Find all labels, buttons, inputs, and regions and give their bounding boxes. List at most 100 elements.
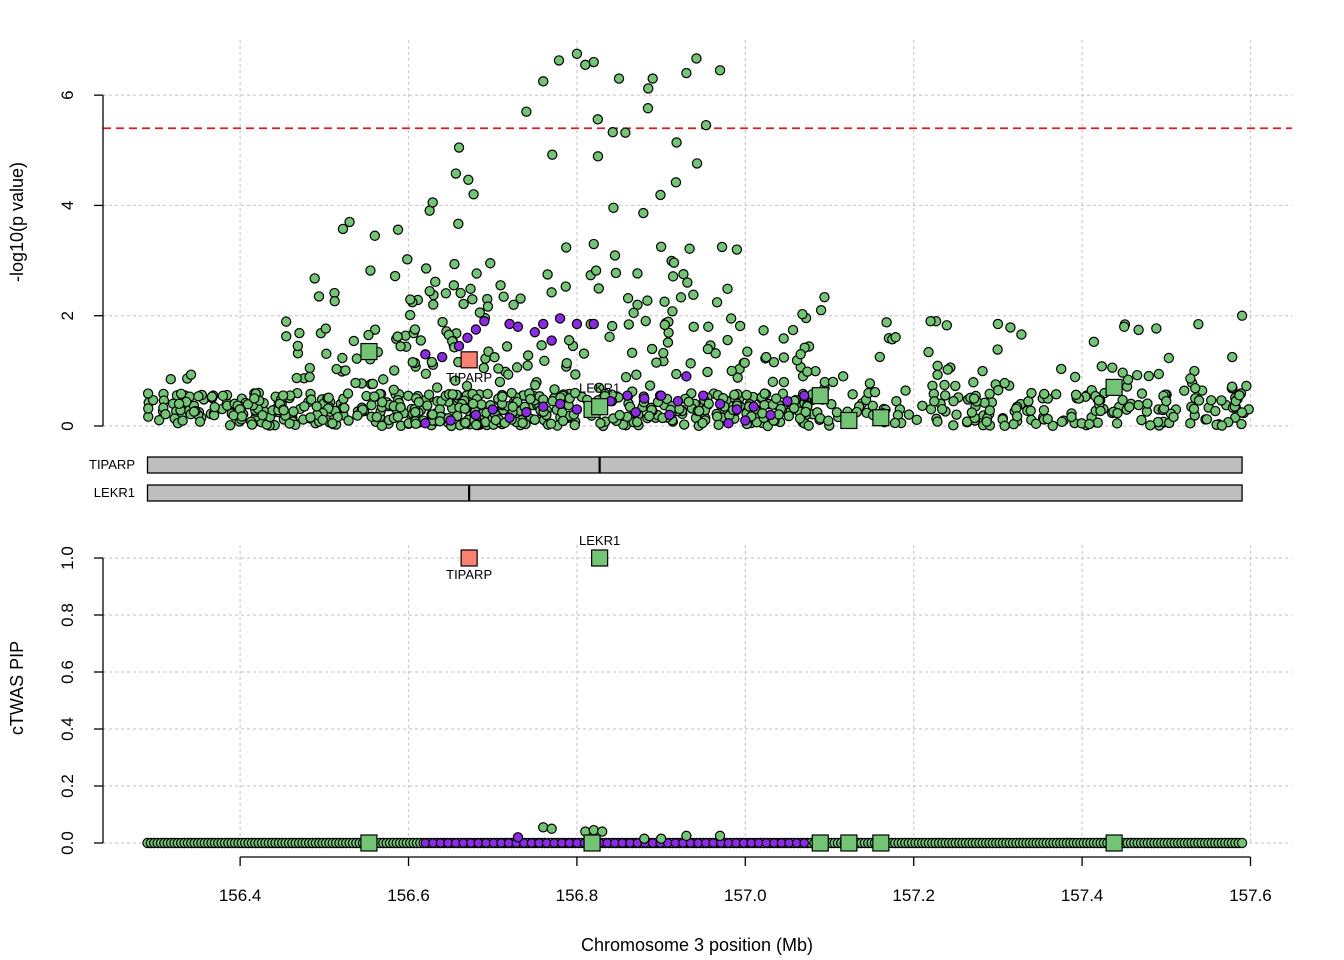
snp-point (366, 399, 377, 411)
snp-point (402, 254, 413, 265)
snp-point (691, 53, 702, 64)
snp-point (304, 362, 316, 374)
snp-point (646, 343, 658, 355)
snp-point (847, 389, 858, 400)
snp-point (1122, 374, 1134, 385)
snp-point (642, 295, 653, 306)
snp-point (482, 301, 494, 312)
snp-ld-point (571, 404, 583, 415)
snp-point (1145, 420, 1156, 431)
snp-point (1179, 385, 1190, 396)
snp-point (494, 376, 506, 388)
snp-point (304, 371, 315, 383)
snp-ld-point (639, 393, 650, 404)
gene-point (591, 398, 609, 416)
snp-point (800, 406, 811, 418)
snp-point (339, 402, 350, 414)
snp-point (984, 405, 995, 416)
snp-point (1136, 414, 1147, 426)
snp-point (177, 415, 188, 426)
snp-point (463, 174, 474, 185)
snp-ld-point (740, 415, 751, 426)
snp-point (422, 400, 433, 411)
snp-point (714, 65, 726, 76)
snp-point (1185, 373, 1196, 384)
snp-point (455, 287, 466, 299)
snp-point (939, 390, 951, 401)
snp-point (185, 369, 197, 380)
pip-snp-ld-point (799, 838, 809, 848)
snp-point (679, 419, 690, 430)
snp-point (465, 283, 476, 295)
pip-gene-point (811, 834, 829, 852)
pip-snp-point (596, 826, 608, 837)
snp-point (549, 384, 560, 395)
snp-ld-point (470, 409, 482, 421)
snp-point (378, 374, 389, 385)
snp-ld-point (571, 318, 583, 330)
pip-annotation: TIPARP (446, 567, 492, 582)
snp-point (595, 418, 606, 429)
snp-point (546, 287, 557, 298)
snp-point (395, 402, 406, 413)
snp-point (153, 415, 165, 426)
snp-point (1163, 352, 1175, 364)
snp-point (631, 369, 642, 380)
snp-point (1124, 401, 1135, 413)
snp-point (1069, 371, 1081, 383)
snp-point (206, 391, 218, 402)
snp-point (609, 250, 621, 261)
snp-point (1188, 403, 1200, 415)
snp-point (999, 420, 1010, 432)
snp-point (367, 378, 379, 390)
snp-point (369, 391, 380, 402)
snp-point (371, 411, 383, 423)
snp-ld-point (504, 318, 515, 330)
snp-point (588, 238, 599, 250)
snp-ld-point (554, 398, 566, 410)
pip-gene-point (591, 549, 609, 567)
snp-point (522, 350, 534, 361)
snp-point (867, 400, 878, 411)
snp-ld-point (782, 395, 793, 407)
snp-ld-point (504, 412, 515, 423)
snp-point (787, 324, 799, 336)
snp-ld-point (748, 401, 759, 412)
snp-point (874, 351, 886, 363)
snp-point (703, 398, 714, 409)
snp-point (344, 216, 355, 228)
snp-point (507, 401, 519, 412)
snp-point (542, 269, 553, 280)
pip-gene-point (840, 834, 858, 852)
snp-point (376, 420, 388, 432)
snp-point (474, 307, 486, 318)
snp-point (864, 378, 876, 389)
snp-point (628, 307, 639, 319)
snp-point (490, 414, 501, 426)
snp-ld-point (445, 415, 456, 426)
gene-point (1105, 378, 1123, 396)
snp-point (667, 271, 679, 282)
snp-ld-point (672, 395, 684, 407)
snp-point (1050, 389, 1062, 400)
snp-point (450, 168, 462, 179)
snp-point (329, 295, 340, 307)
snp-point (932, 416, 943, 427)
snp-point (209, 401, 220, 413)
snp-ld-point (554, 313, 566, 324)
snp-point (1206, 395, 1217, 406)
pip-snp-point (588, 824, 599, 836)
focal-gene-point (460, 351, 478, 369)
snp-point (317, 414, 328, 426)
pip-gene-point (1105, 834, 1123, 852)
snp-point (413, 396, 425, 408)
snp-point (688, 321, 699, 333)
snp-point (757, 408, 768, 419)
snp-point (655, 189, 666, 201)
gene-track-label: TIPARP (89, 457, 135, 472)
snp-point (495, 280, 506, 291)
snp-point (1185, 418, 1196, 429)
snp-point (783, 410, 795, 422)
pip-gene-point (872, 834, 890, 852)
